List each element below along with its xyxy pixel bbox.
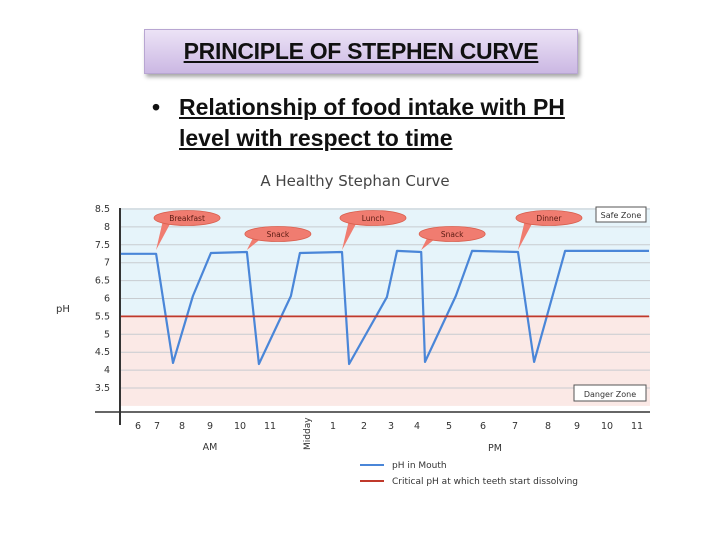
danger-zone-area bbox=[120, 316, 650, 406]
y-tick-label: 7 bbox=[104, 258, 110, 269]
callout-label: Snack bbox=[441, 230, 464, 239]
chart-title: A Healthy Stephan Curve bbox=[260, 172, 449, 190]
x-tick-label: 5 bbox=[446, 421, 452, 432]
y-tick-label: 5.5 bbox=[95, 311, 110, 322]
x-tick-label: 7 bbox=[512, 421, 518, 432]
x-tick-label: 11 bbox=[631, 421, 643, 432]
x-tick-label: 6 bbox=[135, 421, 141, 432]
x-tick-label: 8 bbox=[545, 421, 551, 432]
y-tick-label: 7.5 bbox=[95, 240, 110, 251]
danger-zone-box bbox=[573, 384, 647, 402]
x-tick-label: 8 bbox=[179, 421, 185, 432]
x-tick-label: 9 bbox=[574, 421, 580, 432]
bullet-text: Relationship of food intake with PH leve… bbox=[179, 94, 565, 151]
callout-bubble bbox=[515, 210, 583, 226]
y-tick-label: 3.5 bbox=[95, 383, 110, 394]
y-axis-label: pH bbox=[56, 304, 70, 315]
safe-zone-label: Safe Zone bbox=[601, 211, 642, 220]
slide-title-box: PRINCIPLE OF STEPHEN CURVE bbox=[144, 29, 578, 74]
callout-bubble bbox=[244, 226, 312, 242]
callout-pointer bbox=[156, 220, 172, 250]
x-tick-label: 7 bbox=[154, 421, 160, 432]
y-tick-label: 6 bbox=[104, 294, 110, 305]
legend-label-ph: pH in Mouth bbox=[392, 461, 447, 471]
x-tick-label: 11 bbox=[264, 421, 276, 432]
x-tick-label: 9 bbox=[207, 421, 213, 432]
y-tick-label: 6.5 bbox=[95, 276, 110, 287]
callout-label: Lunch bbox=[362, 214, 385, 223]
x-tick-label: 10 bbox=[601, 421, 613, 432]
x-tick-label: 3 bbox=[388, 421, 394, 432]
y-tick-label: 5 bbox=[104, 329, 110, 340]
callout-label: Dinner bbox=[536, 214, 562, 223]
y-tick-label: 8.5 bbox=[95, 204, 110, 215]
callout-label: Snack bbox=[267, 230, 290, 239]
x-tick-label: Midday bbox=[303, 417, 313, 450]
ph-in-mouth-line bbox=[120, 249, 649, 366]
x-tick-label: 1 bbox=[330, 421, 336, 432]
callout-pointer bbox=[341, 220, 357, 250]
callout-bubble bbox=[418, 226, 486, 242]
pm-label: PM bbox=[488, 443, 502, 454]
x-tick-label: 10 bbox=[234, 421, 246, 432]
y-tick-label: 4 bbox=[104, 365, 110, 376]
legend-label-critical: Critical pH at which teeth start dissolv… bbox=[392, 477, 578, 487]
callout-label: Breakfast bbox=[169, 214, 205, 223]
x-tick-label: 2 bbox=[361, 421, 367, 432]
am-label: AM bbox=[203, 442, 218, 453]
danger-zone-label: Danger Zone bbox=[584, 390, 636, 399]
slide-title: PRINCIPLE OF STEPHEN CURVE bbox=[183, 38, 539, 64]
callout-bubble bbox=[339, 210, 407, 226]
x-tick-label: 6 bbox=[480, 421, 486, 432]
y-tick-label: 8 bbox=[104, 222, 110, 233]
bullet-icon: • bbox=[152, 94, 161, 120]
x-tick-label: 4 bbox=[414, 421, 420, 432]
callout-bubble bbox=[153, 210, 221, 226]
safe-zone-box bbox=[595, 206, 647, 223]
callout-pointer bbox=[517, 220, 533, 250]
y-tick-label: 4.5 bbox=[95, 347, 110, 358]
